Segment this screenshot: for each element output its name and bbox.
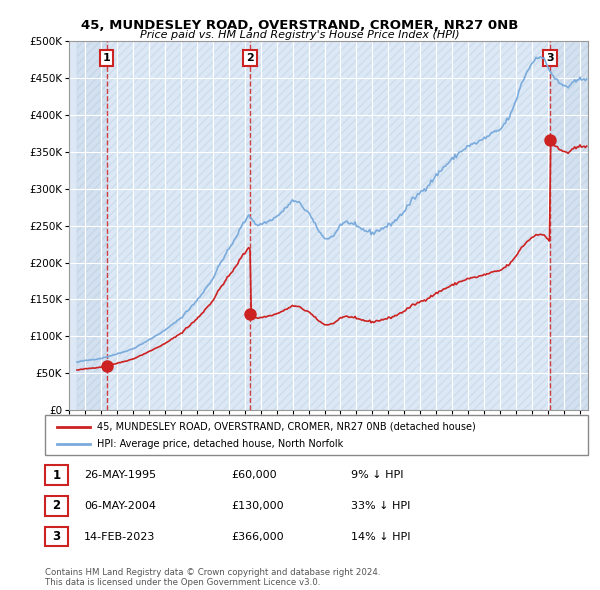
- Text: 1: 1: [52, 468, 61, 481]
- Text: Price paid vs. HM Land Registry's House Price Index (HPI): Price paid vs. HM Land Registry's House …: [140, 30, 460, 40]
- Text: 45, MUNDESLEY ROAD, OVERSTRAND, CROMER, NR27 0NB: 45, MUNDESLEY ROAD, OVERSTRAND, CROMER, …: [82, 19, 518, 32]
- Text: £60,000: £60,000: [231, 470, 277, 480]
- Text: 33% ↓ HPI: 33% ↓ HPI: [351, 501, 410, 511]
- Text: HPI: Average price, detached house, North Norfolk: HPI: Average price, detached house, Nort…: [97, 439, 343, 449]
- Text: 26-MAY-1995: 26-MAY-1995: [84, 470, 156, 480]
- Text: 06-MAY-2004: 06-MAY-2004: [84, 501, 156, 511]
- Text: 1: 1: [103, 53, 111, 63]
- Bar: [250, 41, 550, 410]
- Text: Contains HM Land Registry data © Crown copyright and database right 2024.
This d: Contains HM Land Registry data © Crown c…: [45, 568, 380, 587]
- Text: 14% ↓ HPI: 14% ↓ HPI: [351, 532, 410, 542]
- Bar: [77, 41, 107, 410]
- Text: 9% ↓ HPI: 9% ↓ HPI: [351, 470, 404, 480]
- Text: 2: 2: [52, 499, 61, 512]
- Text: 2: 2: [246, 53, 254, 63]
- Text: 3: 3: [546, 53, 554, 63]
- Text: £130,000: £130,000: [231, 501, 284, 511]
- Bar: [550, 41, 588, 410]
- Bar: [107, 41, 250, 410]
- Text: £366,000: £366,000: [231, 532, 284, 542]
- Text: 45, MUNDESLEY ROAD, OVERSTRAND, CROMER, NR27 0NB (detached house): 45, MUNDESLEY ROAD, OVERSTRAND, CROMER, …: [97, 422, 476, 432]
- Text: 14-FEB-2023: 14-FEB-2023: [84, 532, 155, 542]
- Text: 3: 3: [52, 530, 61, 543]
